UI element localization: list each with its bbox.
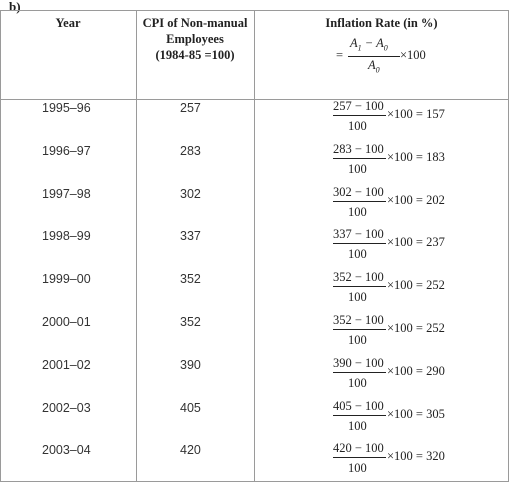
calc-fraction-bar [333, 243, 386, 245]
year-cell: 2000–01 [42, 315, 91, 329]
calc-fraction-bar [333, 414, 386, 416]
calc-fraction-bar [333, 286, 386, 288]
calc-result: ×100 = 252 [387, 321, 445, 335]
year-cell: 1995–96 [42, 101, 91, 115]
year-cell: 2003–04 [42, 443, 91, 458]
header-divider [0, 99, 509, 100]
calc-numerator: 302 − 100 [333, 184, 384, 199]
calc-denominator: 100 [348, 161, 367, 176]
calc-denominator: 100 [348, 119, 367, 133]
calc-result: ×100 = 183 [387, 149, 445, 164]
calc-result: ×100 = 157 [387, 107, 445, 121]
formula-multiplier: ×100 [400, 48, 426, 62]
cpi-cell: 390 [180, 357, 201, 372]
calc-result: ×100 = 305 [387, 406, 445, 421]
year-cell: 1998–99 [42, 229, 91, 244]
inflation-calculation: 257 − 100 100 ×100 = 157 [333, 99, 483, 135]
year-cell: 1999–00 [42, 272, 91, 287]
calc-fraction-bar [333, 200, 386, 202]
calc-fraction-bar [333, 371, 386, 373]
calc-numerator: 257 − 100 [333, 99, 384, 113]
calc-numerator: 420 − 100 [333, 441, 384, 456]
cpi-cell: 420 [180, 443, 201, 458]
header-cpi-line-1: CPI of Non-manual [142, 16, 248, 30]
year-cell: 1996–97 [42, 143, 91, 158]
calc-denominator: 100 [348, 418, 367, 433]
calc-fraction-bar [333, 157, 386, 159]
header-year: Year [55, 16, 81, 30]
header-cpi: CPI of Non-manual Employees (1984-85 =10… [136, 15, 254, 63]
part-label: b) [9, 0, 21, 14]
calc-result: ×100 = 237 [387, 235, 445, 250]
calc-denominator: 100 [348, 461, 367, 476]
header-cpi-line-2: Employees [166, 32, 224, 46]
calc-result: ×100 = 252 [387, 278, 445, 293]
calc-numerator: 283 − 100 [333, 141, 384, 156]
calc-result: ×100 = 202 [387, 192, 445, 207]
cpi-cell: 283 [180, 143, 201, 158]
cpi-cell: 302 [180, 186, 201, 201]
calc-numerator: 405 − 100 [333, 398, 384, 413]
cpi-cell: 257 [180, 101, 201, 115]
inflation-calculation: 405 − 100 100 ×100 = 305 [333, 399, 483, 435]
year-cell: 1997–98 [42, 186, 91, 201]
cpi-cell: 352 [180, 272, 201, 287]
inflation-calculation: 352 − 100 100 ×100 = 252 [333, 313, 483, 349]
inflation-calculation: 283 − 100 100 ×100 = 183 [333, 142, 483, 178]
inflation-calculation: 352 − 100 100 ×100 = 252 [333, 270, 483, 306]
formula-numerator: A1 − A0 [350, 36, 388, 53]
formula-equals: = [336, 48, 344, 62]
calc-result: ×100 = 290 [387, 363, 445, 378]
calc-fraction-bar [333, 457, 386, 459]
inflation-calculation: 420 − 100 100 ×100 = 320 [333, 441, 483, 477]
inflation-calculation: 337 − 100 100 ×100 = 237 [333, 227, 483, 263]
formula-fraction-bar [348, 56, 400, 57]
year-cell: 2002–03 [42, 400, 91, 415]
inflation-calculation: 302 − 100 100 ×100 = 202 [333, 185, 483, 221]
column-divider [254, 10, 255, 482]
calc-fraction-bar [333, 115, 386, 116]
calc-result: ×100 = 320 [387, 449, 445, 464]
inflation-calculation: 390 − 100 100 ×100 = 290 [333, 356, 483, 392]
calc-numerator: 390 − 100 [333, 355, 384, 370]
inflation-formula: = A1 − A0 A0 ×100 [336, 36, 446, 76]
calc-denominator: 100 [348, 375, 367, 390]
calc-numerator: 352 − 100 [333, 270, 384, 285]
cpi-cell: 405 [180, 400, 201, 415]
calc-denominator: 100 [348, 290, 367, 305]
calc-denominator: 100 [348, 204, 367, 219]
header-inflation: Inflation Rate (in %) [325, 16, 438, 30]
calc-denominator: 100 [348, 247, 367, 262]
calc-fraction-bar [333, 329, 386, 330]
cpi-cell: 352 [180, 315, 201, 329]
cpi-cell: 337 [180, 229, 201, 244]
formula-denominator: A0 [368, 58, 380, 75]
year-cell: 2001–02 [42, 357, 91, 372]
calc-numerator: 337 − 100 [333, 227, 384, 242]
header-cpi-line-3: (1984-85 =100) [155, 48, 235, 62]
calc-numerator: 352 − 100 [333, 313, 384, 327]
column-divider [136, 10, 137, 482]
calc-denominator: 100 [348, 333, 367, 347]
